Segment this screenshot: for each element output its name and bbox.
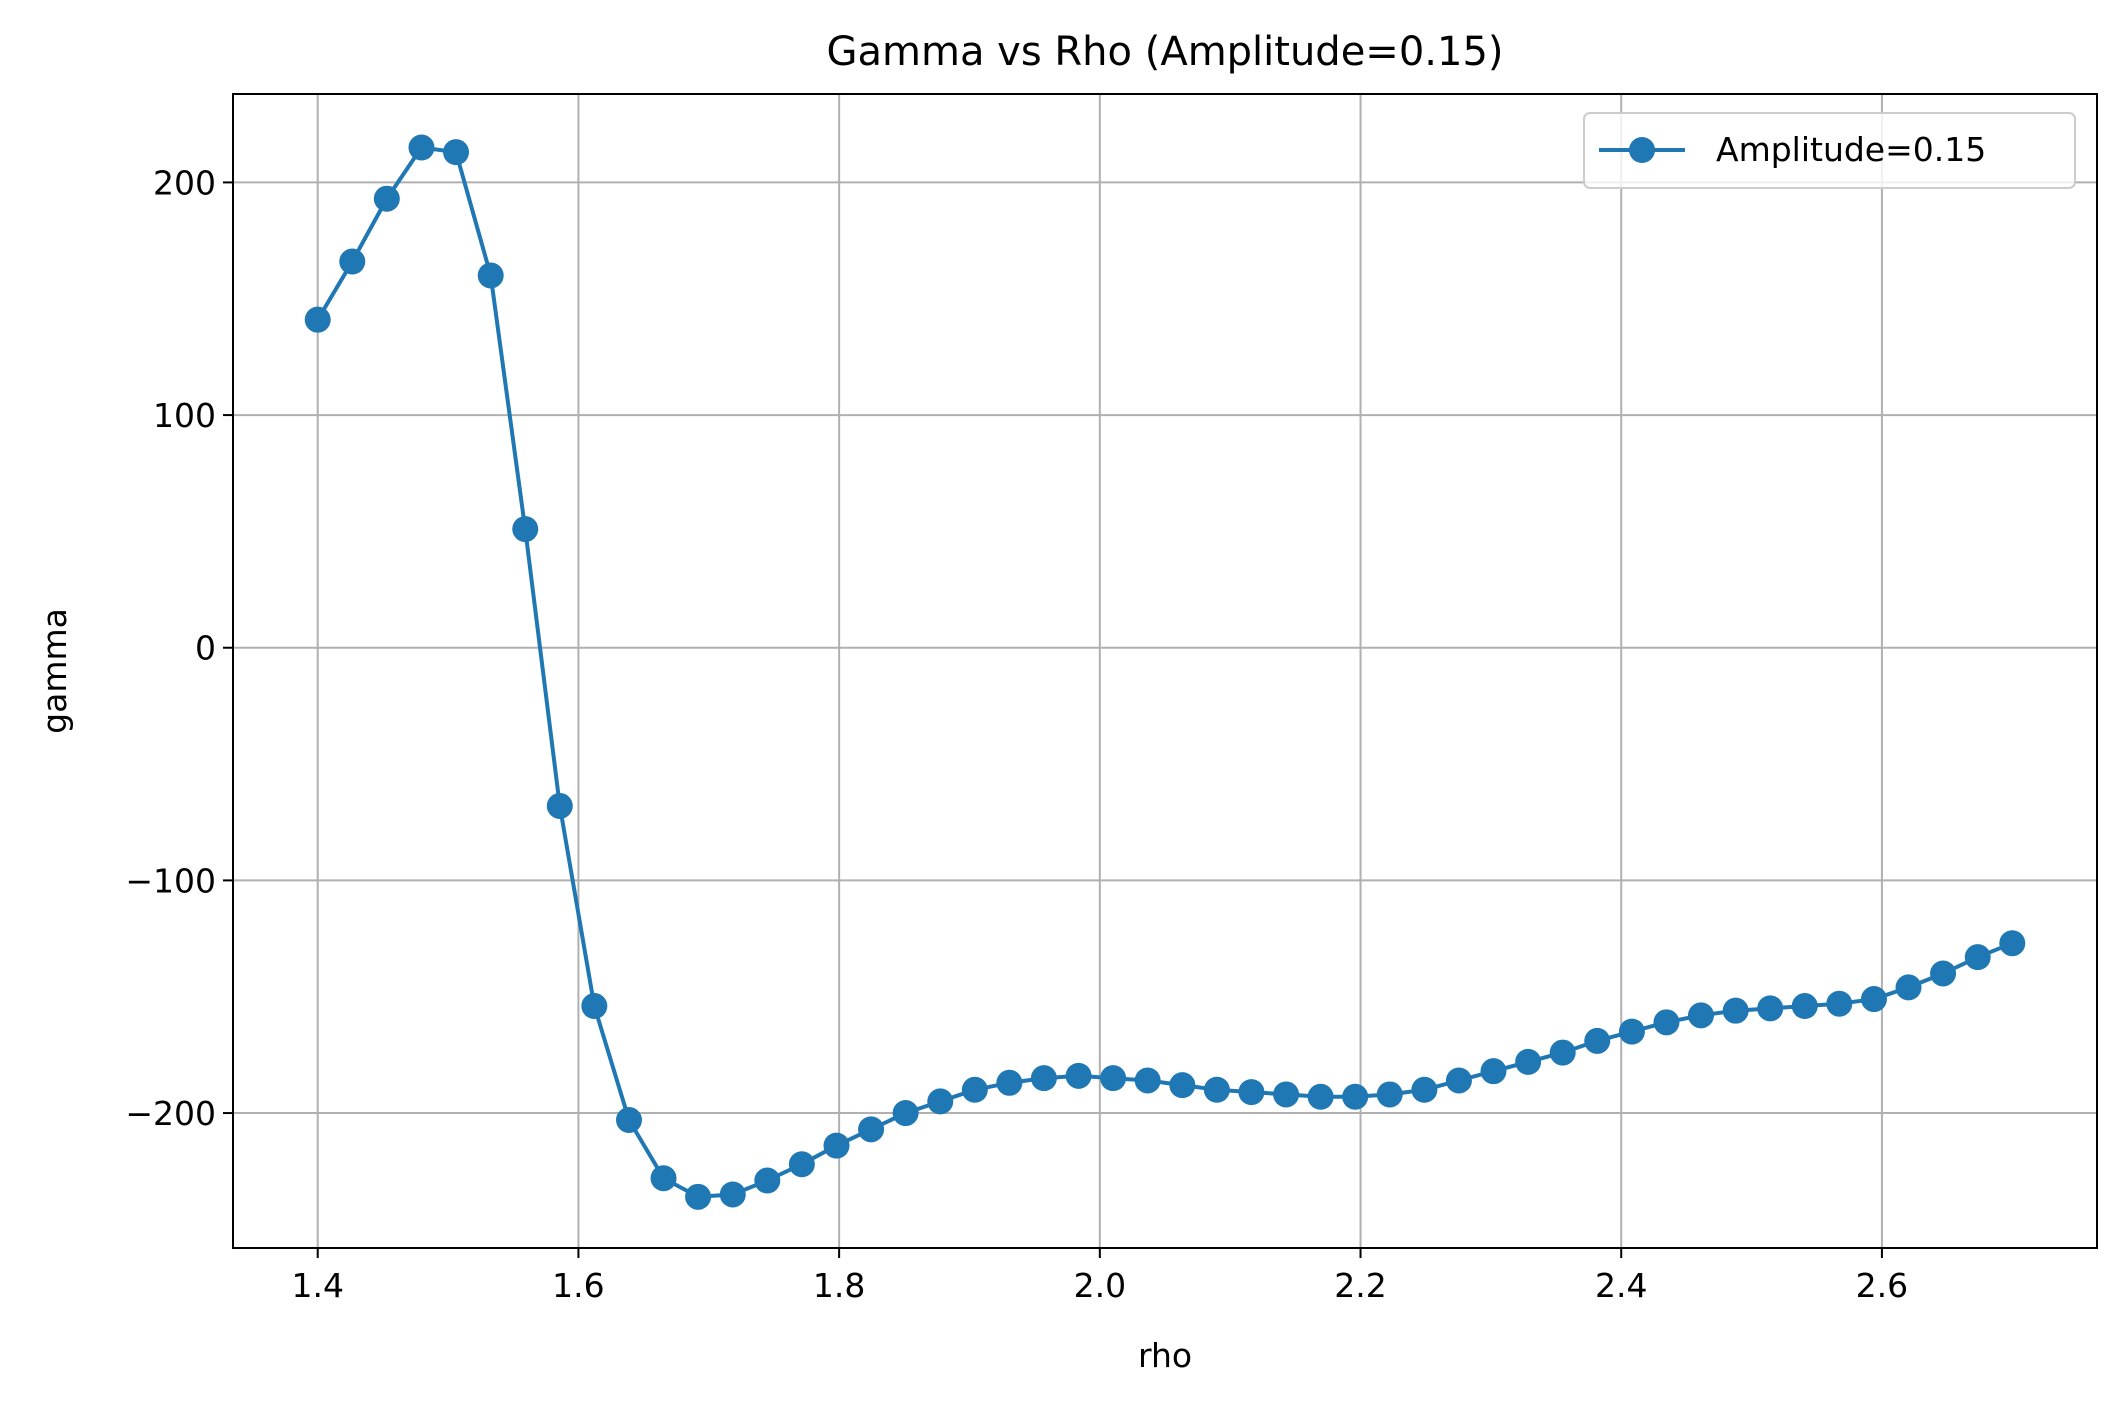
data-point bbox=[1895, 974, 1922, 1001]
data-point bbox=[1964, 944, 1991, 971]
data-point bbox=[581, 993, 608, 1020]
series-line bbox=[315, 145, 2014, 1199]
data-point bbox=[1445, 1067, 1472, 1094]
data-point bbox=[546, 792, 573, 819]
data-point bbox=[616, 1107, 643, 1134]
data-point bbox=[927, 1088, 954, 1115]
data-point bbox=[1653, 1009, 1680, 1036]
data-point bbox=[1757, 995, 1784, 1022]
y-tick-label: 0 bbox=[195, 629, 216, 668]
y-tick-label: −200 bbox=[125, 1094, 216, 1133]
data-point bbox=[823, 1132, 850, 1159]
data-point bbox=[1687, 1002, 1714, 1029]
data-point bbox=[408, 134, 435, 161]
x-tick-label: 2.4 bbox=[1595, 1266, 1647, 1305]
data-point bbox=[512, 516, 539, 543]
data-point bbox=[1791, 993, 1818, 1020]
plot-frame bbox=[232, 93, 2098, 1249]
data-point bbox=[1515, 1048, 1542, 1075]
data-point bbox=[1618, 1018, 1645, 1045]
data-point bbox=[1549, 1039, 1576, 1066]
y-tick-label: 100 bbox=[153, 396, 216, 435]
data-point bbox=[996, 1069, 1023, 1096]
data-point bbox=[1100, 1065, 1127, 1092]
data-point bbox=[1999, 930, 2026, 957]
x-tick-label: 1.6 bbox=[552, 1266, 604, 1305]
legend-marker bbox=[1629, 137, 1655, 163]
x-tick-label: 1.8 bbox=[813, 1266, 865, 1305]
data-point bbox=[1273, 1081, 1300, 1108]
x-axis-title: rho bbox=[1138, 1336, 1192, 1375]
data-point bbox=[373, 185, 400, 212]
data-point bbox=[1342, 1083, 1369, 1110]
x-tick-label: 2.2 bbox=[1334, 1266, 1386, 1305]
data-point bbox=[1584, 1027, 1611, 1054]
y-tick-label: 200 bbox=[153, 163, 216, 202]
data-point bbox=[1930, 960, 1957, 987]
data-point bbox=[1134, 1067, 1161, 1094]
data-point bbox=[1307, 1083, 1334, 1110]
data-point bbox=[1860, 986, 1887, 1013]
legend-label-amplitude: Amplitude=0.15 bbox=[1716, 130, 1986, 169]
data-point bbox=[1065, 1062, 1092, 1089]
x-tick-label: 2.0 bbox=[1074, 1266, 1126, 1305]
data-point bbox=[477, 262, 504, 289]
data-point bbox=[1480, 1058, 1507, 1085]
data-point bbox=[443, 139, 470, 166]
data-point bbox=[1376, 1081, 1403, 1108]
data-point bbox=[685, 1183, 712, 1210]
x-tick-label: 2.6 bbox=[1856, 1266, 1908, 1305]
data-point bbox=[1169, 1072, 1196, 1099]
data-point bbox=[788, 1151, 815, 1178]
legend-box bbox=[1583, 112, 2076, 189]
ticks: 1.4 1.6 1.8 2.0 2.2 2.4 2.6 200 100 0 −100 −200 bbox=[125, 163, 1908, 1305]
legend: Amplitude=0.15 bbox=[1583, 112, 2076, 189]
data-point bbox=[304, 306, 331, 333]
data-point bbox=[1030, 1065, 1057, 1092]
data-point bbox=[1826, 990, 1853, 1017]
data-point bbox=[892, 1100, 919, 1127]
data-point bbox=[1722, 997, 1749, 1024]
data-point bbox=[650, 1165, 677, 1192]
data-point bbox=[754, 1167, 781, 1194]
data-point bbox=[1203, 1076, 1230, 1103]
series-layer bbox=[304, 134, 2026, 1210]
data-point bbox=[339, 248, 366, 275]
data-point bbox=[719, 1181, 746, 1208]
grid bbox=[233, 94, 2097, 1248]
data-point bbox=[1411, 1076, 1438, 1103]
y-tick-label: −100 bbox=[125, 861, 216, 900]
data-point bbox=[858, 1116, 885, 1143]
x-tick-label: 1.4 bbox=[291, 1266, 343, 1305]
data-point bbox=[961, 1076, 988, 1103]
chart-title: Gamma vs Rho (Amplitude=0.15) bbox=[827, 29, 1504, 75]
y-axis-title: gamma bbox=[35, 608, 74, 734]
data-point bbox=[1238, 1079, 1265, 1106]
